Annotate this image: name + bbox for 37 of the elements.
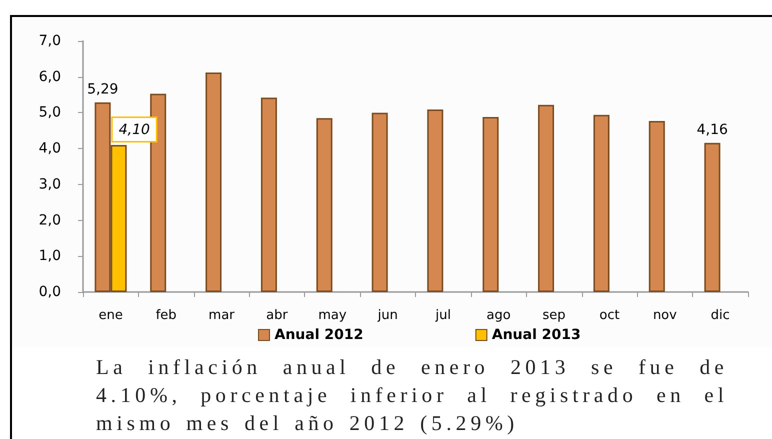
x-tick-label: ago: [486, 308, 511, 323]
bar: [260, 98, 277, 292]
y-tick-label: 0,0: [38, 284, 61, 300]
bar: [482, 117, 499, 292]
x-tick-label: mar: [208, 308, 236, 323]
data-label: 4,16: [696, 122, 728, 138]
y-tick-label: 7,0: [38, 33, 61, 49]
x-tick-label: jun: [376, 308, 398, 323]
y-tick-label: 3,0: [38, 176, 61, 192]
legend-label: Anual 2012: [274, 327, 364, 343]
bar: [704, 142, 720, 292]
bar: [150, 94, 166, 292]
x-tick-label: dic: [710, 308, 730, 323]
text: La inflación anual de enero 2013 se fue de 4.10%, porcentaje inferior al registrado en el mismo mes del año 2012 (5.29%): [96, 354, 728, 437]
x-tick-label: feb: [156, 308, 177, 323]
x-tick-label: abr: [266, 308, 288, 323]
y-tick-label: 4,0: [38, 140, 61, 157]
x-tick-label: may: [318, 308, 347, 323]
data-label: 5,29: [87, 81, 118, 98]
y-tick-label: 6,0: [38, 68, 61, 85]
x-tick-label: sep: [542, 308, 566, 323]
data-label: 4,10: [118, 122, 150, 138]
x-tick-label: oct: [599, 308, 620, 323]
bar: [427, 109, 444, 292]
bar: [316, 118, 332, 292]
bar: [593, 114, 610, 292]
legend-label: Anual 2013: [492, 327, 581, 343]
y-tick-label: 2,0: [38, 212, 61, 228]
x-tick-label: jul: [434, 308, 451, 323]
y-tick-label: 5,0: [38, 104, 61, 121]
x-tick-label: nov: [652, 308, 678, 323]
x-tick-label: ene: [98, 308, 123, 323]
bar: [648, 120, 665, 292]
bar: [206, 72, 222, 292]
bar: [372, 112, 388, 292]
bar: [538, 104, 554, 292]
y-tick-label: 1,0: [38, 248, 61, 264]
